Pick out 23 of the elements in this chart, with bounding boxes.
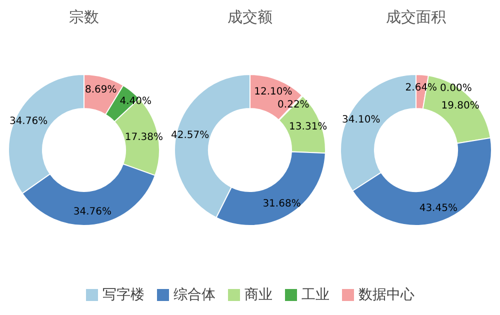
text: 0.00% [440, 82, 472, 94]
legend-label: 综合体 [174, 286, 216, 304]
data-label: 34.10% [342, 114, 380, 126]
data-label: 34.76% [73, 206, 112, 218]
data-label: 19.80% [441, 100, 480, 112]
legend-label: 写字楼 [102, 286, 144, 304]
chart-title: 成交额 [226, 7, 274, 28]
data-label: 0.22% [278, 100, 310, 111]
data-label: 42.57% [170, 130, 210, 142]
data-label: 8.69% [84, 84, 117, 96]
legend-label: 工业 [302, 286, 330, 304]
data-label: 13.31% [289, 122, 328, 133]
data-label: 2.64% [405, 82, 438, 94]
data-label: 31.68% [262, 198, 301, 210]
data-label: 34.76% [9, 116, 48, 127]
data-label: 12.10% [254, 86, 292, 98]
data-label: 43.45% [419, 202, 458, 214]
legend-label: 数据中心 [358, 286, 414, 304]
data-label: 4.40% [120, 96, 152, 108]
chart-title: 宗数 [68, 7, 100, 28]
legend-label: 商业 [244, 286, 272, 304]
data-label: 17.38% [124, 132, 164, 144]
chart-title: 成交面积 [385, 7, 447, 28]
